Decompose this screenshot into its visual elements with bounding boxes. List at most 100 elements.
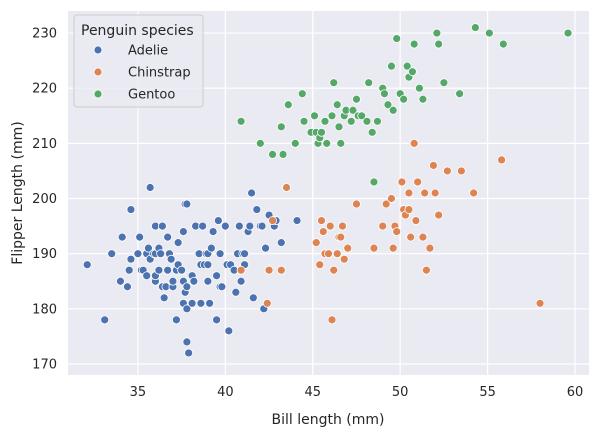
x-tick-label: 35	[130, 385, 147, 400]
data-point	[369, 243, 379, 253]
data-point	[428, 161, 438, 170]
data-point	[117, 232, 127, 242]
data-point	[334, 122, 344, 132]
data-point	[276, 122, 286, 132]
data-point	[163, 265, 173, 275]
data-point	[406, 232, 416, 242]
data-point	[208, 227, 218, 237]
data-point	[248, 293, 258, 303]
data-point	[352, 94, 361, 104]
data-point	[339, 254, 349, 264]
data-point	[297, 89, 307, 99]
data-point	[261, 243, 270, 253]
data-point	[535, 298, 545, 308]
data-point	[439, 78, 449, 88]
data-point	[262, 298, 272, 308]
data-point	[387, 194, 396, 203]
y-tick-label: 180	[32, 302, 57, 317]
data-point	[362, 116, 372, 126]
data-point	[145, 183, 155, 192]
data-point	[456, 166, 466, 176]
data-point	[324, 249, 333, 259]
data-point	[327, 315, 337, 325]
data-point	[399, 94, 409, 104]
data-point	[82, 260, 92, 270]
data-point	[381, 199, 391, 209]
data-point	[203, 276, 213, 286]
data-point	[276, 238, 286, 248]
data-point	[247, 188, 256, 198]
data-point	[484, 28, 494, 38]
data-point	[332, 249, 342, 259]
data-point	[178, 227, 188, 237]
data-point	[278, 149, 288, 159]
data-point	[158, 221, 167, 231]
data-point	[409, 138, 419, 148]
data-point	[470, 23, 480, 32]
data-point	[189, 276, 199, 286]
data-point	[268, 149, 277, 159]
data-point	[257, 221, 267, 231]
data-point	[217, 282, 227, 292]
data-point	[336, 138, 346, 148]
data-point	[364, 78, 374, 88]
data-point	[220, 221, 230, 231]
data-point	[373, 116, 382, 126]
data-point	[402, 61, 412, 71]
data-point	[378, 221, 388, 231]
data-point	[198, 221, 208, 231]
data-point	[411, 216, 421, 225]
y-axis-ticks: 170 180 190 200 210 220 230	[32, 27, 57, 373]
data-point	[420, 188, 430, 198]
data-point	[224, 326, 234, 336]
legend-label: Adelie	[128, 44, 168, 59]
data-point	[107, 249, 117, 259]
data-point	[380, 89, 389, 99]
data-point	[425, 243, 435, 253]
data-point	[422, 265, 431, 275]
data-point	[409, 39, 419, 49]
data-point	[276, 265, 286, 275]
data-point	[318, 227, 328, 237]
data-point	[315, 260, 325, 270]
data-point	[432, 28, 442, 38]
y-tick-label: 190	[32, 247, 57, 262]
data-point	[255, 138, 265, 148]
data-point	[156, 249, 166, 259]
data-point	[404, 205, 414, 214]
data-point	[282, 183, 291, 192]
legend-label: Gentoo	[128, 88, 175, 103]
data-point	[184, 348, 194, 358]
data-point	[383, 100, 393, 110]
data-point	[329, 78, 339, 88]
data-point	[369, 177, 379, 187]
data-point	[236, 116, 246, 126]
data-point	[317, 216, 326, 225]
data-point	[332, 100, 342, 110]
data-point	[215, 249, 225, 259]
legend-title: Penguin species	[81, 23, 194, 39]
data-point	[264, 265, 274, 275]
data-point	[212, 271, 222, 281]
data-point	[212, 315, 222, 325]
data-point	[124, 265, 134, 275]
data-point	[442, 166, 452, 176]
data-point	[322, 138, 332, 148]
data-point	[469, 188, 479, 198]
data-point	[418, 232, 428, 242]
data-point	[168, 276, 178, 286]
data-point	[245, 221, 255, 231]
data-point	[236, 265, 246, 275]
legend-marker	[93, 89, 103, 99]
x-tick-label: 55	[479, 385, 496, 400]
data-point	[213, 216, 223, 225]
data-point	[163, 232, 173, 242]
data-point	[388, 105, 398, 115]
x-axis-ticks: 35 40 45 50 55 60	[130, 385, 584, 400]
legend-label: Chinstrap	[128, 66, 191, 81]
data-point	[236, 276, 246, 286]
data-point	[329, 265, 339, 275]
data-point	[310, 111, 319, 121]
data-point	[299, 116, 309, 126]
series-adelie	[82, 183, 302, 358]
